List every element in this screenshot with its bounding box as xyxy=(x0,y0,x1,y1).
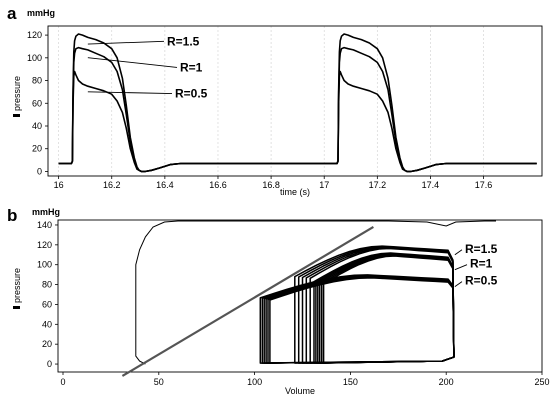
panel-b-y-tick-label: 140 xyxy=(37,220,52,230)
panel-b-series-label: R=1.5 xyxy=(465,242,498,256)
panel-b-label-leader xyxy=(454,281,463,287)
svg-text:pressure: pressure xyxy=(12,268,22,303)
panel-a-x-tick-label: 17.2 xyxy=(369,180,387,190)
panel-b-y-tick-label: 60 xyxy=(42,299,52,309)
panel-b-pv-loop xyxy=(313,252,455,364)
panel-b-label-leader xyxy=(454,249,463,256)
panel-b-label-leader xyxy=(454,264,468,271)
panel-b-series-label: R=1 xyxy=(470,257,493,271)
panel-a-plot-frame xyxy=(47,25,543,177)
panel-b-series-label: R=0.5 xyxy=(465,274,498,288)
panel-b-series xyxy=(121,220,496,377)
panel-a-series xyxy=(58,33,537,173)
panel-a-y-axis-title: pressure xyxy=(12,76,22,117)
panel-b-x-ticks: 0 50 100 150 200 250 xyxy=(60,372,550,387)
panel-a-y-tick-label: 20 xyxy=(32,144,42,154)
panel-a-y-tick-label: 100 xyxy=(27,53,42,63)
panel-a-series-label: R=1.5 xyxy=(167,34,200,48)
panel-b-y-tick-label: 0 xyxy=(47,359,52,369)
panel-a-label: a xyxy=(7,4,17,23)
panel-a-x-tick-label: 16.2 xyxy=(103,180,121,190)
panel-b-transient-trace xyxy=(135,220,496,365)
panel-a-x-tick-label: 17.6 xyxy=(475,180,493,190)
panel-a-series-label: R=1 xyxy=(180,60,203,74)
panel-b-y-axis-title: pressure xyxy=(12,268,22,309)
panel-a-y-tick-label: 60 xyxy=(32,98,42,108)
panel-a-y-tick-label: 40 xyxy=(32,121,42,131)
panel-a-series-line xyxy=(58,46,537,173)
panel-b-series-labels: R=1.5R=1 R=0.5 xyxy=(454,242,498,288)
panel-b-pv-loop xyxy=(301,246,455,364)
panel-b-y-tick-label: 100 xyxy=(37,260,52,270)
panel-b-y-tick-label: 40 xyxy=(42,319,52,329)
panel-b-y-tick-label: 80 xyxy=(42,280,52,290)
panel-b-pv-loop xyxy=(261,274,455,364)
panel-b-y-ticks: 0 20 40 60 80 100 120 140 xyxy=(37,220,58,369)
panel-b-pv-loop xyxy=(267,276,455,364)
panel-a-series-labels: R=1.5 R=1 R=0.5 xyxy=(87,34,208,101)
panel-b-pv-loop xyxy=(263,275,455,364)
panel-b: b mmHg pressure 0 20 40 60 80 100 120 140 0 50 10… xyxy=(7,206,550,394)
panel-b-pv-loop xyxy=(305,247,455,364)
panel-a-x-axis-title: time (s) xyxy=(280,187,310,197)
panel-b-pv-loop xyxy=(322,255,455,364)
panel-a-unit: mmHg xyxy=(27,8,55,18)
panel-b-pv-loop xyxy=(315,252,455,364)
panel-a-label-leader xyxy=(87,57,178,68)
panel-b-x-tick-label: 150 xyxy=(343,377,358,387)
panel-b-x-axis-title: Volume xyxy=(285,386,315,394)
panel-a-y-tick-label: 0 xyxy=(37,166,42,176)
panel-b-x-tick-label: 100 xyxy=(247,377,262,387)
panel-b-x-tick-label: 0 xyxy=(60,377,65,387)
panel-b-pv-loop xyxy=(317,253,455,364)
panel-a-label-leader xyxy=(87,91,173,95)
panel-a-x-tick-label: 17 xyxy=(319,180,329,190)
panel-b-y-tick-label: 120 xyxy=(37,240,52,250)
panel-b-y-tick-label: 20 xyxy=(42,339,52,349)
panel-a-gridlines xyxy=(58,26,484,176)
panel-a-y-tick-label: 80 xyxy=(32,76,42,86)
panel-a-x-tick-label: 16 xyxy=(54,180,64,190)
panel-a-y-ticks: 0 20 40 60 80 100 120 xyxy=(27,30,48,176)
panel-b-pv-loop xyxy=(318,254,455,364)
panel-b-x-tick-label: 250 xyxy=(534,377,549,387)
panel-b-pv-loop xyxy=(320,254,455,364)
panel-a-x-tick-label: 16.8 xyxy=(262,180,280,190)
panel-a-series-label: R=0.5 xyxy=(175,87,208,101)
panel-b-pv-loop xyxy=(294,245,455,364)
panel-a-series-line xyxy=(58,70,537,173)
panel-a-label-leader xyxy=(87,40,165,45)
panel-b-pv-loop xyxy=(259,274,455,364)
panel-b-label: b xyxy=(7,206,17,225)
panel-b-pv-loop xyxy=(309,247,455,364)
panel-a-x-tick-label: 16.4 xyxy=(156,180,174,190)
panel-b-espvr-line xyxy=(121,226,374,377)
panel-a-y-tick-label: 120 xyxy=(27,30,42,40)
svg-text:pressure: pressure xyxy=(12,76,22,111)
panel-b-x-tick-label: 50 xyxy=(154,377,164,387)
panel-a-x-tick-label: 17.4 xyxy=(422,180,440,190)
panel-b-x-tick-label: 200 xyxy=(439,377,454,387)
panel-a-x-ticks: 16 16.2 16.4 16.6 16.8 17 17.2 17.4 17.6 xyxy=(54,176,493,190)
panel-b-plot-frame xyxy=(57,219,543,373)
panel-b-unit: mmHg xyxy=(32,207,60,217)
panel-a-x-tick-label: 16.6 xyxy=(209,180,227,190)
panel-b-pv-loop xyxy=(269,277,455,364)
